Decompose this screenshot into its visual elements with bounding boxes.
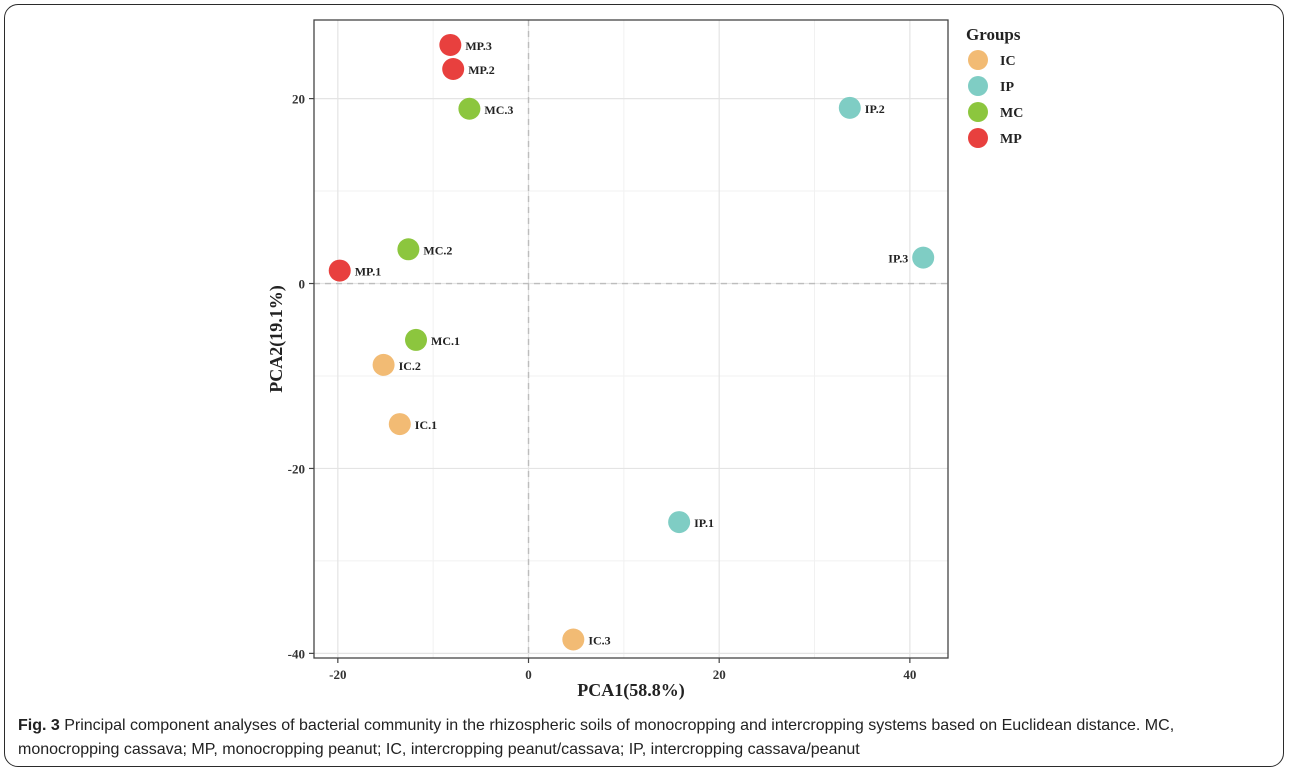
point-label: MC.3 (484, 103, 513, 117)
point-label: MP.2 (468, 63, 495, 77)
data-point (442, 58, 465, 81)
point-label: IC.3 (588, 634, 610, 648)
point-label: MP.1 (355, 265, 382, 279)
x-tick-label: 40 (903, 667, 916, 682)
data-point (397, 238, 420, 261)
pca-scatter-chart: -20 0 20 40 -40 -20 0 20 PCA1(58.8%) PCA2(19.1%) I… (266, 19, 1023, 701)
data-point (328, 259, 351, 282)
point-label: MC.2 (423, 243, 452, 257)
y-tick-label: 20 (292, 92, 305, 107)
y-tick-label: -40 (288, 646, 305, 661)
data-point (458, 97, 481, 120)
point-label: MP.3 (465, 39, 492, 53)
caption-text: Principal component analyses of bacteria… (18, 717, 1175, 758)
legend-swatch (968, 76, 988, 96)
legend-swatch (968, 102, 988, 122)
data-point (668, 511, 691, 534)
legend-swatch (968, 50, 988, 70)
caption-label: Fig. 3 (18, 717, 60, 734)
data-point (405, 328, 428, 351)
data-point (912, 246, 935, 269)
legend-label: IP (1000, 80, 1014, 95)
plot-panel-border (313, 19, 949, 659)
x-tick-label: -20 (329, 667, 346, 682)
data-point (439, 33, 462, 56)
point-label: MC.1 (431, 334, 460, 348)
legend-swatch (968, 128, 988, 148)
figure-caption: Fig. 3 Principal component analyses of b… (18, 714, 1273, 762)
legend-label: MC (1000, 106, 1023, 121)
data-point (372, 353, 395, 376)
data-point (388, 413, 411, 436)
legend-label: MP (1000, 132, 1022, 147)
y-axis-label: PCA2(19.1%) (266, 285, 287, 392)
x-tick-label: 20 (713, 667, 726, 682)
point-label: IC.1 (415, 418, 437, 432)
data-point (838, 96, 861, 119)
legend-title: Groups (966, 25, 1021, 44)
point-label: IC.2 (399, 359, 421, 373)
point-label: IP.2 (865, 102, 885, 116)
point-label: IP.3 (888, 252, 908, 266)
point-label: IP.1 (694, 516, 714, 530)
legend-label: IC (1000, 54, 1016, 69)
y-tick-label: -20 (288, 461, 305, 476)
figure-frame (4, 4, 1284, 767)
data-point (562, 628, 585, 651)
x-axis-label: PCA1(58.8%) (577, 680, 684, 701)
y-tick-label: 0 (299, 277, 306, 292)
x-tick-label: 0 (525, 667, 532, 682)
